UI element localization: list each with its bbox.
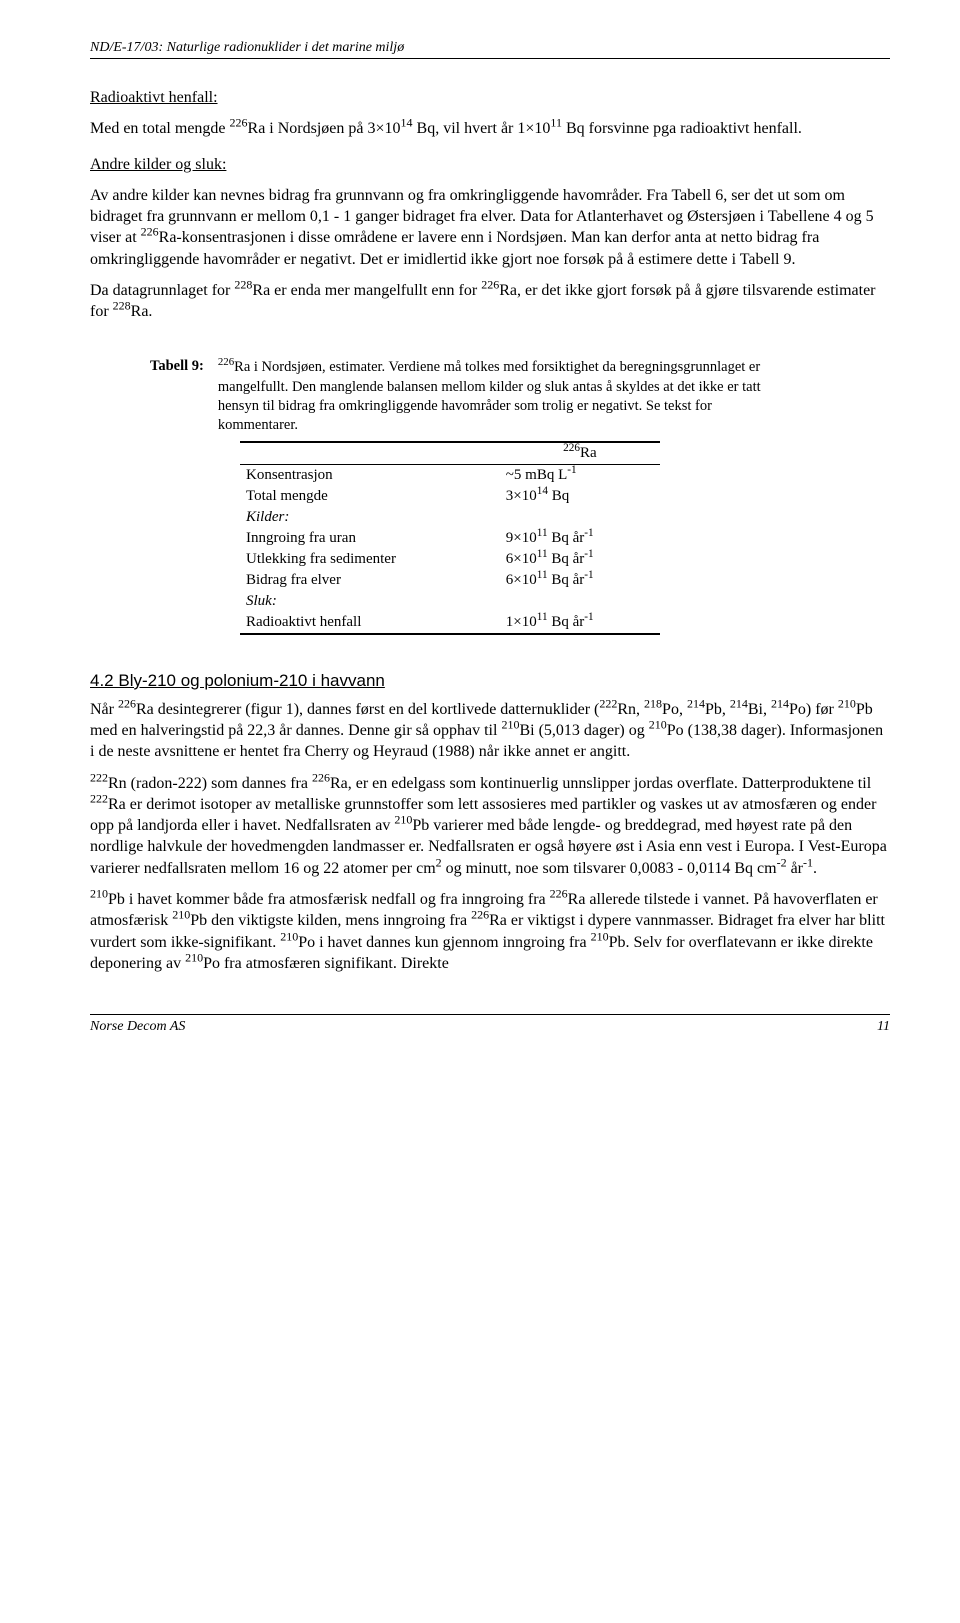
- table-row-label: Total mengde: [240, 486, 500, 507]
- section-title: Andre kilder og sluk:: [90, 156, 226, 173]
- table-row-label: Konsentrasjon: [240, 464, 500, 486]
- paragraph: Da datagrunnlaget for 228Ra er enda mer …: [90, 280, 890, 323]
- section-radioaktivt-henfall: Radioaktivt henfall: Med en total mengde…: [90, 87, 890, 140]
- table-row-value: 6×1011 Bq år-1: [500, 549, 660, 570]
- table-label: Tabell 9:: [150, 358, 204, 435]
- paragraph: Når 226Ra desintegrerer (figur 1), danne…: [90, 699, 890, 763]
- table-col-header: 226Ra: [500, 442, 660, 465]
- data-table: 226Ra Konsentrasjon ~5 mBq L-1 Total men…: [240, 441, 660, 635]
- subsection-heading: 4.2 Bly-210 og polonium-210 i havvann: [90, 671, 890, 691]
- table-row-group: Sluk:: [240, 591, 500, 612]
- footer-page-number: 11: [877, 1019, 890, 1035]
- table-row-label: Inngroing fra uran: [240, 528, 500, 549]
- paragraph: 222Rn (radon-222) som dannes fra 226Ra, …: [90, 773, 890, 879]
- section-andre-kilder: Andre kilder og sluk: Av andre kilder ka…: [90, 154, 890, 323]
- paragraph: Med en total mengde 226Ra i Nordsjøen på…: [90, 118, 890, 139]
- table-row-value: 3×1014 Bq: [500, 486, 660, 507]
- table-row-label: Bidrag fra elver: [240, 570, 500, 591]
- table-caption: 226Ra i Nordsjøen, estimater. Verdiene m…: [218, 358, 790, 435]
- table-row-value: ~5 mBq L-1: [500, 464, 660, 486]
- table-row-label: Utlekking fra sedimenter: [240, 549, 500, 570]
- table-row-label: Radioaktivt henfall: [240, 612, 500, 634]
- paragraph: 210Pb i havet kommer både fra atmosfæris…: [90, 889, 890, 974]
- paragraph: Av andre kilder kan nevnes bidrag fra gr…: [90, 185, 890, 270]
- table-row-group: Kilder:: [240, 507, 500, 528]
- footer-left: Norse Decom AS: [90, 1019, 185, 1035]
- table-row-value: 9×1011 Bq år-1: [500, 528, 660, 549]
- running-header: ND/E-17/03: Naturlige radionuklider i de…: [90, 40, 890, 59]
- table-9: Tabell 9: 226Ra i Nordsjøen, estimater. …: [150, 358, 790, 635]
- table-row-value: 6×1011 Bq år-1: [500, 570, 660, 591]
- table-row-value: 1×1011 Bq år-1: [500, 612, 660, 634]
- section-title: Radioaktivt henfall:: [90, 89, 218, 106]
- page-footer: Norse Decom AS 11: [90, 1014, 890, 1035]
